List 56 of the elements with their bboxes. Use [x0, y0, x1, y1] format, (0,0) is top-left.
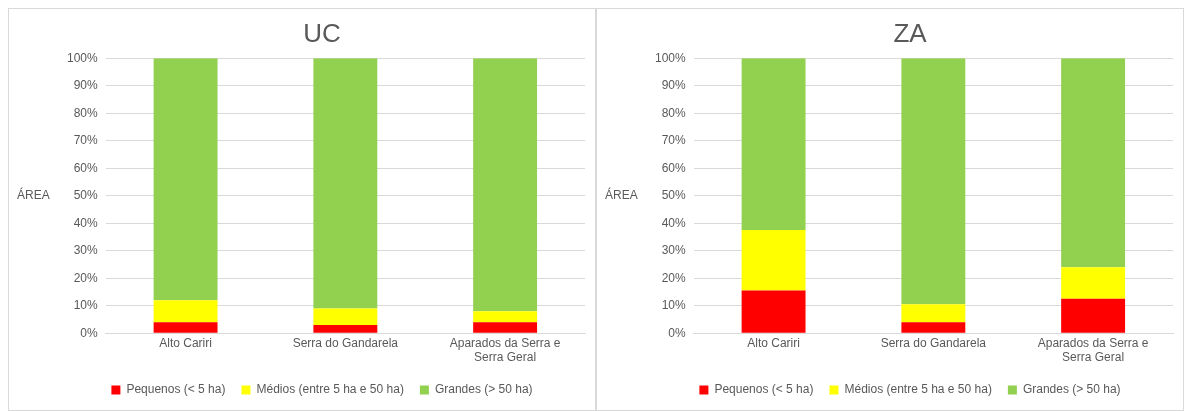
y-axis-title: ÁREA: [605, 187, 638, 203]
y-tick-label: 90%: [661, 78, 687, 93]
y-tick-label: 40%: [661, 215, 687, 230]
x-tick-label: Aparados da Serra e Serra Geral: [449, 335, 561, 365]
bar: [901, 322, 966, 333]
legend-label: Grandes (> 50 ha): [434, 382, 533, 397]
y-tick-label: 30%: [73, 243, 99, 258]
legend-label: Pequenos (< 5 ha): [126, 382, 226, 397]
bar: [473, 58, 538, 312]
y-tick-label: 20%: [661, 270, 687, 285]
x-tick-label: Serra do Gandarela: [292, 335, 399, 350]
y-tick-label: 50%: [73, 188, 99, 203]
legend-label: Pequenos (< 5 ha): [714, 382, 814, 397]
x-tick-label: Aparados da Serra e Serra Geral: [1037, 335, 1149, 365]
bar: [1061, 267, 1126, 299]
y-tick-label: 40%: [73, 215, 99, 230]
x-tick-label: Serra do Gandarela: [880, 335, 987, 350]
y-tick-label: 70%: [73, 133, 99, 148]
y-tick-label: 10%: [73, 298, 99, 313]
bar: [473, 311, 538, 323]
chart-title: ZA: [893, 17, 928, 48]
x-tick-label: Alto Cariri: [159, 335, 212, 350]
bar: [313, 58, 378, 309]
x-tick-label: Alto Cariri: [747, 335, 800, 350]
legend-label: Grandes (> 50 ha): [1022, 382, 1121, 397]
bar: [741, 290, 806, 333]
y-tick-label: 70%: [661, 133, 687, 148]
y-tick-label: 80%: [661, 105, 687, 120]
y-tick-label: 0%: [668, 325, 687, 340]
bar: [473, 322, 538, 333]
y-tick-label: 90%: [73, 78, 99, 93]
bar: [313, 324, 378, 333]
bar: [153, 58, 218, 301]
bar: [1061, 298, 1126, 333]
y-tick-label: 100%: [66, 50, 99, 65]
bar: [153, 322, 218, 333]
bar: [313, 308, 378, 325]
y-tick-label: 60%: [661, 160, 687, 175]
legend-label: Médios (entre 5 ha e 50 ha): [844, 382, 992, 397]
y-tick-label: 60%: [73, 160, 99, 175]
y-tick-label: 50%: [661, 188, 687, 203]
bar: [901, 304, 966, 323]
bar: [901, 58, 966, 305]
bar: [1061, 58, 1126, 268]
y-tick-label: 80%: [73, 105, 99, 120]
y-tick-label: 20%: [73, 270, 99, 285]
y-tick-label: 0%: [80, 325, 99, 340]
bar: [741, 230, 806, 291]
y-tick-label: 100%: [654, 50, 687, 65]
y-tick-label: 10%: [661, 298, 687, 313]
bar: [741, 58, 806, 231]
y-axis-title: ÁREA: [17, 187, 50, 203]
legend-label: Médios (entre 5 ha e 50 ha): [256, 382, 404, 397]
y-tick-label: 30%: [661, 243, 687, 258]
chart-title: UC: [303, 17, 341, 48]
bar: [153, 300, 218, 323]
